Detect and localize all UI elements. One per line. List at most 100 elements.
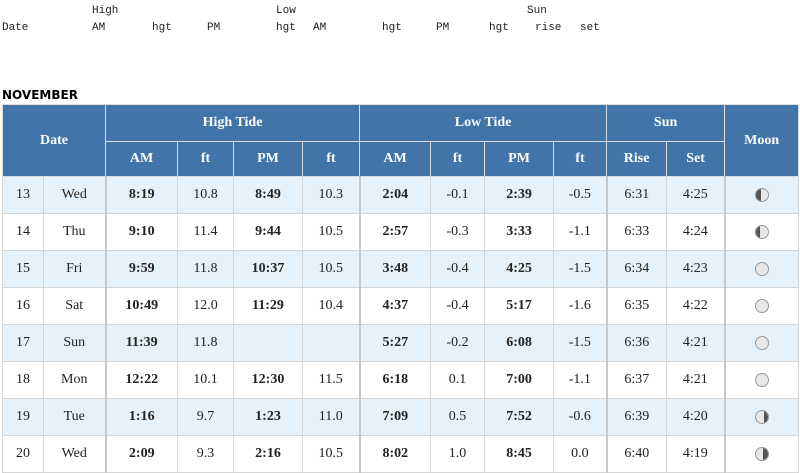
sunset-cell: 4:20	[666, 398, 726, 436]
high-am-cell: 11:39	[105, 324, 178, 362]
low-am-cell: 5:27	[359, 324, 432, 362]
table-row: 14 Thu 9:10 11.4 9:44 10.5 2:57 -0.3 3:3…	[2, 213, 800, 251]
waning-gibbous-icon	[754, 409, 769, 424]
low-pm-cell: 2:39	[484, 176, 555, 214]
moon-header: Moon	[724, 104, 800, 177]
low-pm-cell: 6:08	[484, 324, 555, 362]
high-am-ft-cell: 10.8	[177, 176, 234, 214]
low-am-ft-cell: 0.5	[430, 398, 486, 436]
low-pm-header: PM	[484, 141, 555, 177]
table-row: 16 Sat 10:49 12.0 11:29 10.4 4:37 -0.4 5…	[2, 287, 800, 325]
high-pm-cell: 12:30	[233, 361, 303, 399]
high-pm-ft-cell: 10.4	[301, 287, 361, 325]
low-pm-ft-cell: -1.6	[553, 287, 608, 325]
low-am-cell: 6:18	[359, 361, 432, 399]
low-am-cell: 2:04	[359, 176, 432, 214]
moon-cell	[724, 398, 800, 436]
low-pm-cell: 8:45	[484, 435, 555, 473]
high-pm-ft-cell: 11.0	[301, 398, 361, 436]
waning-gibbous-icon	[754, 446, 769, 461]
legend-low: Low	[276, 5, 296, 17]
high-pm-cell: 9:44	[233, 213, 303, 251]
high-pm-cell: 11:29	[233, 287, 303, 325]
high-am-cell: 9:10	[105, 213, 178, 251]
low-pm-cell: 4:25	[484, 250, 555, 288]
high-am-cell: 8:19	[105, 176, 178, 214]
low-am-ft-cell: 1.0	[430, 435, 486, 473]
table-row: 20 Wed 2:09 9.3 2:16 10.5 8:02 1.0 8:45 …	[2, 435, 800, 473]
legend-hgt: hgt	[382, 22, 402, 34]
low-am-cell: 7:09	[359, 398, 432, 436]
low-pm-ft-cell: -0.5	[553, 176, 608, 214]
weekday-cell: Sun	[43, 324, 107, 362]
weekday-cell: Sat	[43, 287, 107, 325]
high-am-cell: 10:49	[105, 287, 178, 325]
legend-sun: Sun	[527, 5, 547, 17]
legend-hgt: hgt	[276, 22, 296, 34]
table-row: 15 Fri 9:59 11.8 10:37 10.5 3:48 -0.4 4:…	[2, 250, 800, 288]
low-pm-ft-cell: -1.1	[553, 361, 608, 399]
legend-rise: rise	[535, 22, 562, 34]
day-cell: 16	[2, 287, 44, 325]
table-row: 17 Sun 11:39 11.8 5:27 -0.2 6:08 -1.5 6:…	[2, 324, 800, 362]
sunrise-cell: 6:37	[606, 361, 668, 399]
day-cell: 19	[2, 398, 44, 436]
low-am-ft-cell: -0.2	[430, 324, 486, 362]
weekday-cell: Mon	[43, 361, 107, 399]
high-pm-ft-cell: 10.5	[301, 213, 361, 251]
weekday-cell: Fri	[43, 250, 107, 288]
legend-pm: PM	[207, 22, 221, 34]
weekday-cell: Wed	[43, 435, 107, 473]
high-pm-ft-cell	[301, 324, 361, 362]
legend-date: Date	[2, 22, 29, 34]
legend-hgt: hgt	[489, 22, 509, 34]
sun-set-header: Set	[666, 141, 726, 177]
moon-cell	[724, 324, 800, 362]
sunrise-cell: 6:39	[606, 398, 668, 436]
table-row: 13 Wed 8:19 10.8 8:49 10.3 2:04 -0.1 2:3…	[2, 176, 800, 214]
table-row: 18 Mon 12:22 10.1 12:30 11.5 6:18 0.1 7:…	[2, 361, 800, 399]
high-am-ft-cell: 11.8	[177, 324, 234, 362]
low-pm-ft-cell: -0.6	[553, 398, 608, 436]
day-cell: 20	[2, 435, 44, 473]
high-am-ft-cell: 12.0	[177, 287, 234, 325]
legend-pm: PM	[436, 22, 450, 34]
legend-am: AM	[313, 22, 327, 34]
moon-cell	[724, 361, 800, 399]
high-am-ft-cell: 9.7	[177, 398, 234, 436]
moon-cell	[724, 435, 800, 473]
low-am-ft-cell: 0.1	[430, 361, 486, 399]
tide-table: Date High Tide Low Tide Sun Moon AM ft P…	[2, 104, 800, 473]
weekday-cell: Wed	[43, 176, 107, 214]
high-am-header: AM	[105, 141, 178, 177]
high-pm-ft-cell: 11.5	[301, 361, 361, 399]
high-am-cell: 1:16	[105, 398, 178, 436]
sun-header: Sun	[606, 104, 726, 142]
moon-cell	[724, 176, 800, 214]
sunset-cell: 4:25	[666, 176, 726, 214]
high-pm-cell: 2:16	[233, 435, 303, 473]
weekday-cell: Tue	[43, 398, 107, 436]
moon-cell	[724, 213, 800, 251]
high-am-cell: 9:59	[105, 250, 178, 288]
moon-cell	[724, 250, 800, 288]
low-pm-cell: 7:00	[484, 361, 555, 399]
low-am-ft-cell: -0.1	[430, 176, 486, 214]
day-cell: 15	[2, 250, 44, 288]
sunrise-cell: 6:36	[606, 324, 668, 362]
sunset-cell: 4:21	[666, 361, 726, 399]
low-am-ft-cell: -0.4	[430, 287, 486, 325]
low-tide-header: Low Tide	[359, 104, 608, 142]
high-am-cell: 12:22	[105, 361, 178, 399]
low-am-cell: 8:02	[359, 435, 432, 473]
high-pm-ft-cell: 10.5	[301, 250, 361, 288]
sunset-cell: 4:23	[666, 250, 726, 288]
high-am-ft-cell: 11.8	[177, 250, 234, 288]
high-am-ft-header: ft	[177, 141, 234, 177]
low-pm-ft-cell: -1.5	[553, 324, 608, 362]
legend-set: set	[580, 22, 600, 34]
low-am-cell: 2:57	[359, 213, 432, 251]
full-moon-icon	[754, 372, 769, 387]
low-am-ft-cell: -0.4	[430, 250, 486, 288]
low-am-header: AM	[359, 141, 432, 177]
